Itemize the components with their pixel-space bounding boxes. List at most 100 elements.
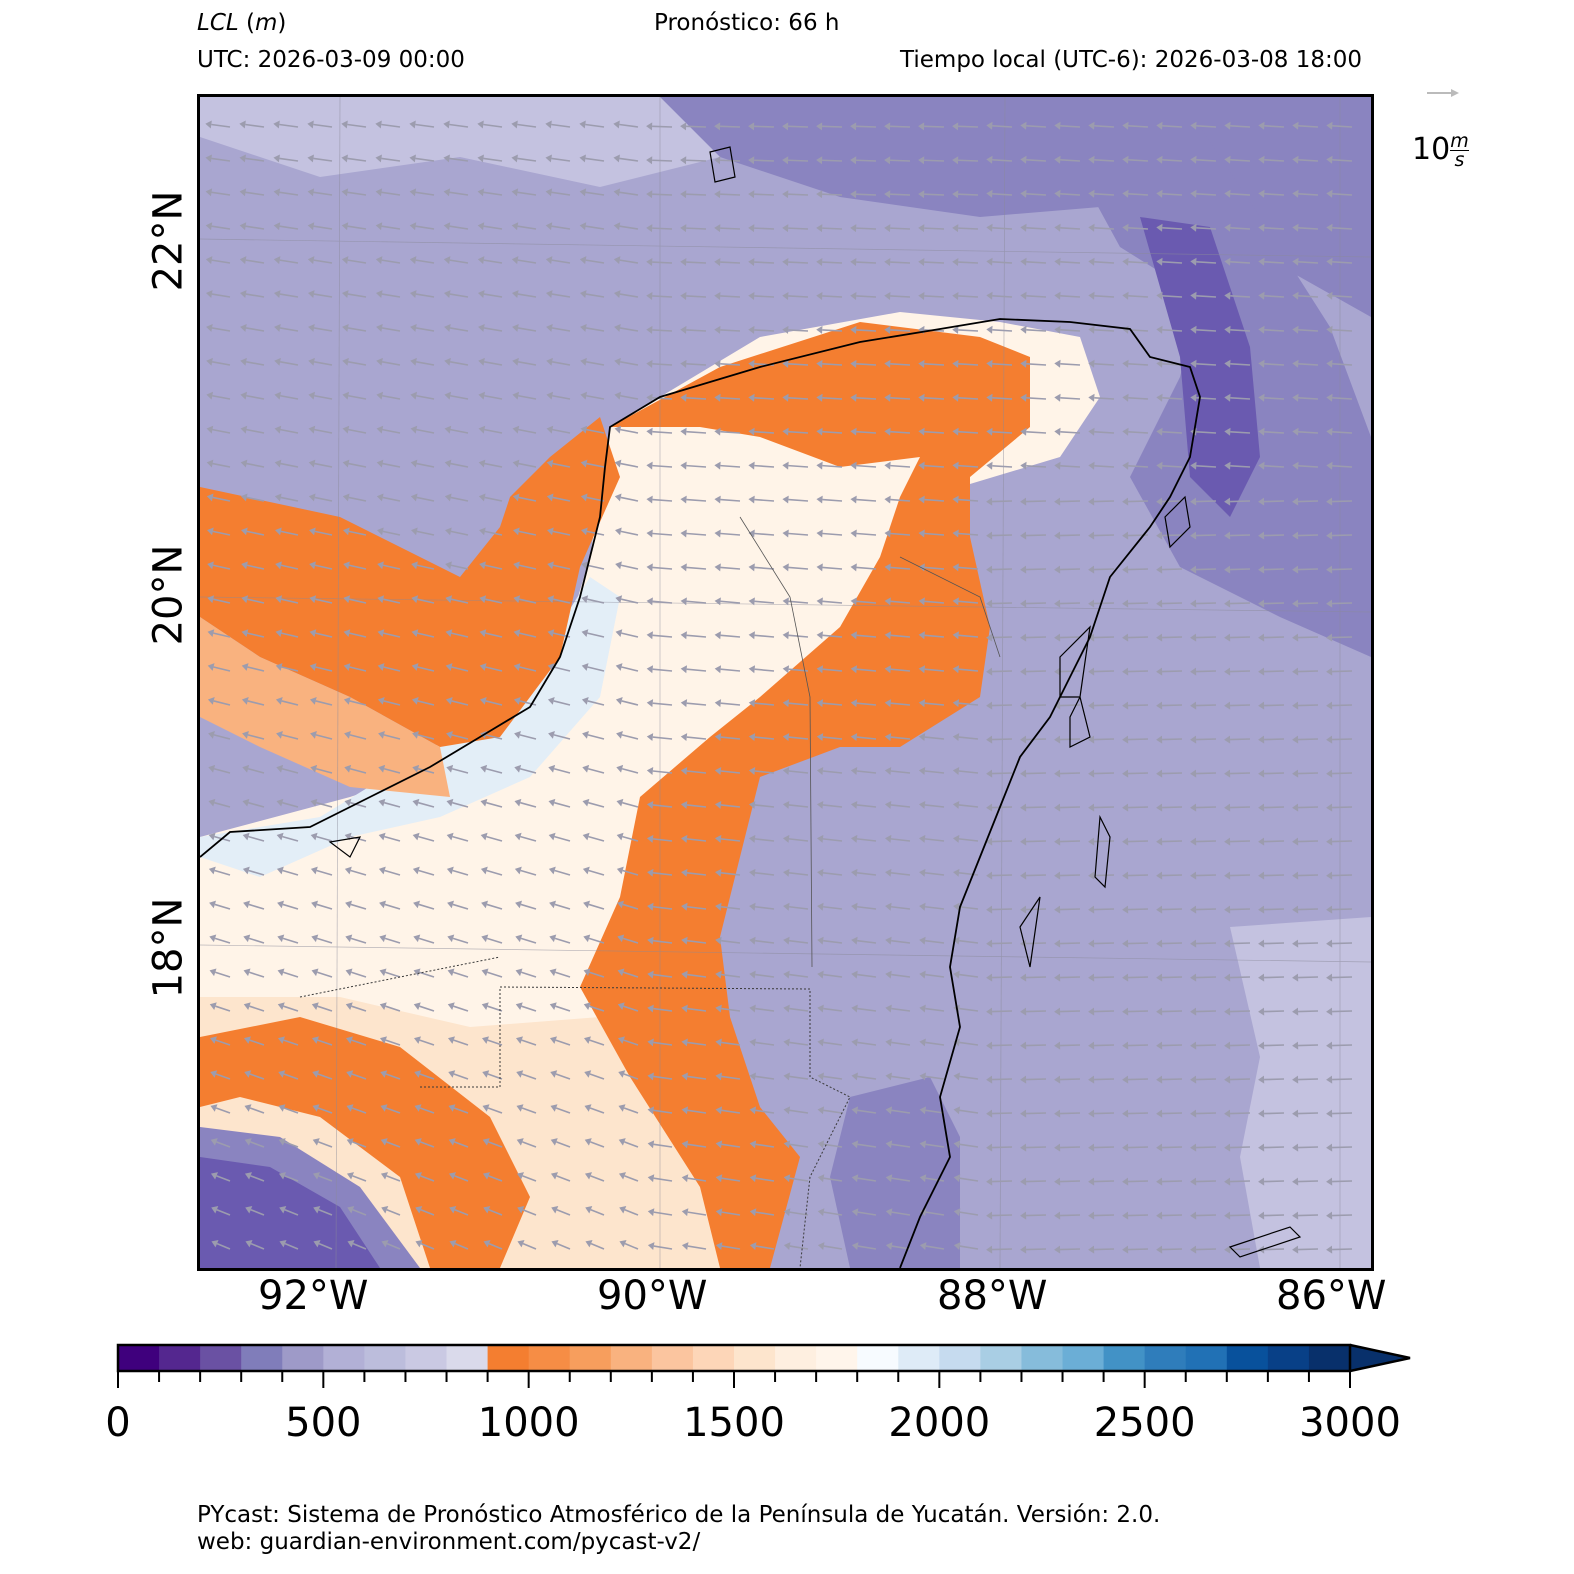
wind-arrow — [749, 1038, 775, 1047]
wind-arrow — [851, 902, 877, 911]
wind-arrow — [1020, 769, 1047, 778]
wind-arrow — [1156, 701, 1183, 710]
colorbar-swatch — [1185, 1345, 1228, 1371]
wind-arrow — [1020, 1075, 1047, 1084]
wind-arrow — [1326, 1109, 1353, 1118]
wind-arrow — [446, 764, 469, 774]
wind-arrow — [1088, 701, 1115, 710]
wind-arrow — [1122, 291, 1149, 300]
wind-arrow — [1020, 257, 1047, 266]
wind-arrow — [1122, 1143, 1149, 1152]
yucatan-coastline — [200, 318, 1201, 1268]
wind-arrow — [1122, 359, 1149, 368]
wind-arrow — [307, 154, 333, 163]
wind-arrow — [816, 529, 843, 538]
wind-arrow — [1326, 633, 1353, 642]
wind-arrow — [782, 563, 809, 572]
wind-arrow — [616, 798, 639, 808]
wind-arrow — [545, 256, 571, 265]
wind-arrow — [206, 493, 231, 502]
wind-arrow — [1156, 803, 1183, 812]
wind-arrow — [1088, 189, 1115, 198]
wind-arrow — [1156, 735, 1183, 744]
wind-arrow — [919, 1106, 945, 1115]
wind-arrow — [443, 290, 469, 298]
wind-arrow — [1224, 1177, 1251, 1186]
colorbar-extend-arrow — [1350, 1345, 1410, 1371]
wind-arrow — [410, 357, 435, 366]
wind-arrow — [244, 1138, 265, 1148]
wind-arrow — [748, 190, 775, 199]
wind-arrow — [816, 767, 843, 775]
wind-arrow — [783, 1174, 809, 1183]
wind-arrow — [241, 697, 265, 706]
wind-arrow — [445, 697, 469, 706]
wind-arrow — [816, 291, 843, 300]
wind-arrow — [885, 1004, 911, 1013]
wind-arrow — [615, 561, 639, 570]
wind-arrow — [311, 968, 333, 978]
wind-arrow — [816, 834, 843, 843]
wind-arrow — [1020, 121, 1047, 130]
wind-arrow — [545, 154, 571, 163]
wind-arrow — [1156, 427, 1183, 436]
wind-arrow — [884, 291, 911, 300]
wind-arrow — [647, 1174, 673, 1183]
colorbar-swatch — [241, 1345, 283, 1371]
wind-arrow — [412, 798, 435, 808]
wind-arrow — [309, 527, 333, 536]
wind-arrow — [343, 527, 367, 536]
wind-arrow — [615, 663, 639, 672]
wind-arrow — [1020, 531, 1047, 540]
wind-arrow — [1020, 973, 1047, 982]
wind-arrow — [1054, 1211, 1081, 1220]
colorbar-swatch — [1226, 1345, 1269, 1371]
colorbar-swatch — [1267, 1345, 1310, 1371]
wind-arrow — [613, 120, 639, 129]
wind-arrow — [580, 357, 605, 366]
wind-arrow — [1122, 257, 1149, 266]
wind-arrow — [647, 1242, 673, 1251]
wind-arrow — [952, 767, 979, 775]
wind-arrow — [516, 1036, 537, 1046]
wind-arrow — [309, 663, 333, 672]
wind-arrow — [952, 224, 979, 233]
wind-arrow — [1020, 1109, 1047, 1118]
wind-arrow — [616, 866, 639, 876]
wind-arrow — [375, 188, 401, 197]
wind-arrow — [344, 730, 367, 740]
wind-arrow — [1122, 223, 1149, 232]
wind-arrow — [1258, 393, 1285, 402]
wind-arrow — [517, 1239, 537, 1250]
wind-arrow — [681, 1004, 707, 1013]
wind-arrow — [1224, 667, 1251, 676]
lat-label-18: 18°N — [145, 897, 192, 999]
wind-arrow — [1122, 1177, 1149, 1186]
wind-arrow — [1224, 769, 1251, 778]
wind-arrow — [447, 1002, 469, 1012]
wind-arrow — [1190, 257, 1217, 266]
wind-arrow — [884, 393, 911, 402]
wind-arrow — [953, 1208, 979, 1217]
wind-arrow — [344, 866, 367, 876]
wind-arrow — [482, 1036, 503, 1046]
wind-arrow — [680, 495, 707, 504]
wind-arrow — [680, 631, 707, 640]
wind-arrow — [1156, 667, 1183, 676]
wind-arrow — [1054, 121, 1081, 130]
wind-arrow — [714, 224, 741, 233]
wind-arrow — [550, 1070, 571, 1080]
wind-arrow — [986, 1177, 1013, 1186]
wind-arrow — [548, 730, 571, 740]
wind-arrow — [884, 597, 911, 606]
wind-arrow — [378, 832, 401, 842]
wind-arrow — [918, 529, 945, 538]
wind-arrow — [1224, 905, 1251, 914]
wind-arrow — [513, 697, 537, 706]
wind-arrow — [414, 1172, 435, 1182]
wind-arrow — [244, 1172, 265, 1182]
wind-arrow — [345, 968, 367, 978]
wind-arrow — [918, 190, 945, 199]
wind-arrow — [681, 1038, 707, 1047]
wind-arrow — [448, 1104, 469, 1114]
